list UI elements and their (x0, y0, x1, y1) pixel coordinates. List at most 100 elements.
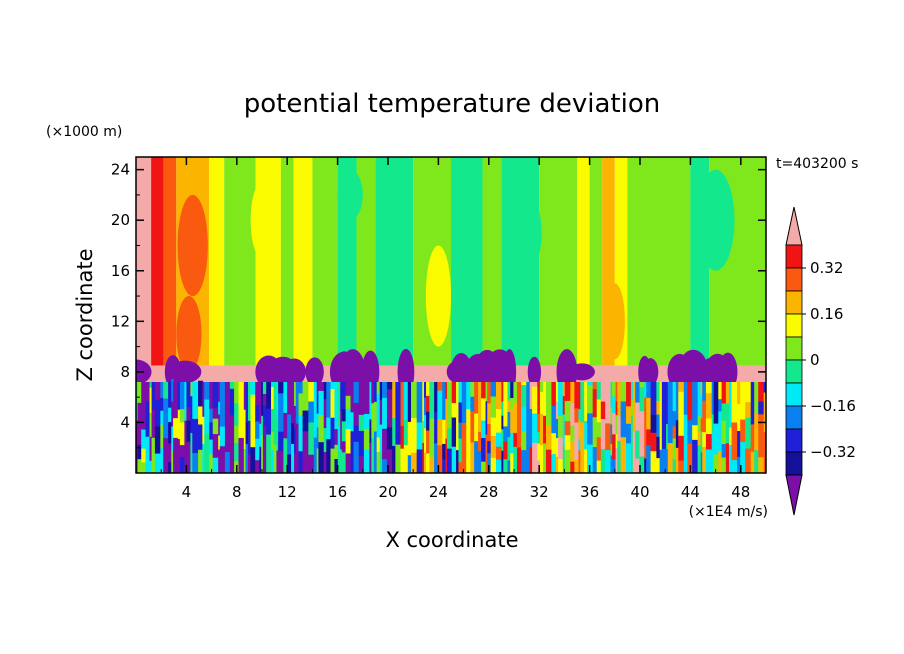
field-streak (461, 381, 467, 424)
field-streak (154, 425, 161, 454)
field-streak (721, 420, 727, 445)
field-streak (516, 446, 522, 473)
field-streak (458, 437, 463, 463)
field-streak (326, 453, 332, 473)
field-streak (692, 457, 699, 473)
field-streak (212, 433, 219, 458)
colorbar-label: −0.16 (810, 397, 856, 415)
field-streak (612, 381, 617, 397)
field-streak (501, 450, 504, 473)
field-streak (154, 452, 161, 473)
field-streak (692, 406, 699, 426)
field-streak (262, 450, 267, 473)
field-streak (291, 381, 295, 403)
field-streak (490, 381, 497, 397)
field-streak (259, 446, 262, 473)
field-streak (564, 381, 571, 401)
field-streak (564, 420, 571, 436)
field-streak (437, 418, 443, 446)
field-streak (666, 406, 669, 425)
field-streak (731, 421, 738, 443)
y-tick-label: 4 (120, 413, 130, 431)
x-tick-label: 16 (328, 483, 347, 501)
field-streak (617, 381, 622, 417)
field-streak (308, 421, 315, 437)
field-streak (261, 415, 264, 436)
field-streak (644, 426, 647, 459)
field-streak (687, 443, 693, 473)
field-streak (379, 399, 383, 425)
field-streak (672, 459, 677, 473)
field-streak (656, 436, 661, 459)
field-streak (154, 399, 161, 427)
y-axis-label: Z coordinate (73, 248, 97, 381)
field-streak (564, 434, 571, 450)
x-tick-label: 28 (479, 483, 498, 501)
field-streak (262, 381, 267, 395)
field-band (589, 157, 603, 366)
field-streak (456, 381, 460, 422)
field-streak (745, 417, 752, 449)
field-streak (392, 417, 396, 446)
field-streak (318, 414, 325, 443)
field-streak (666, 423, 669, 450)
field-streak (403, 419, 409, 446)
field-streak (154, 381, 161, 400)
field-streak (337, 425, 341, 452)
field-streak (168, 421, 172, 444)
field-streak (610, 423, 613, 444)
field-streak (596, 436, 602, 461)
field-streak (145, 400, 151, 437)
field-streak (171, 401, 174, 427)
field-streak (341, 440, 347, 453)
colorbar-box (785, 382, 803, 407)
field-streak (202, 388, 205, 417)
x-tick-label: 48 (731, 483, 750, 501)
field-streak (278, 431, 285, 451)
colorbar-label: 0.32 (810, 259, 843, 277)
field-streak (466, 433, 471, 473)
field-streak (386, 405, 393, 428)
field-streak (350, 411, 355, 432)
field-streak (451, 402, 457, 418)
field-streak (400, 448, 405, 473)
field-streak (382, 397, 388, 429)
field-streak (630, 455, 634, 473)
field-streak (411, 417, 418, 453)
field-streak (171, 425, 174, 451)
field-streak (555, 437, 559, 457)
field-streak (358, 381, 365, 415)
field-streak (395, 410, 402, 445)
field-streak (510, 408, 514, 433)
field-streak (574, 442, 580, 460)
field-streak (678, 435, 685, 461)
field-streak (713, 422, 719, 455)
field-streak (551, 381, 557, 406)
field-streak (271, 431, 275, 451)
field-streak (323, 381, 327, 400)
field-streak (218, 401, 221, 415)
field-streak (605, 422, 612, 451)
field-streak (610, 454, 613, 473)
field-streak (313, 403, 318, 438)
chart-title: potential temperature deviation (244, 89, 660, 119)
field-streak (373, 401, 378, 432)
field-streak (177, 381, 181, 410)
field-streak (656, 381, 661, 401)
field-streak (234, 425, 240, 443)
field-band (356, 157, 376, 366)
field-streak (737, 403, 741, 432)
field-band (280, 157, 294, 366)
field-streak (163, 437, 169, 456)
field-streak (555, 381, 559, 402)
field-streak (758, 381, 765, 402)
field-streak (650, 381, 657, 416)
field-streak (529, 446, 533, 473)
field-streak (644, 457, 647, 473)
field-streak (298, 414, 304, 428)
field-streak (434, 442, 438, 473)
field-streak (558, 458, 564, 473)
field-streak (271, 408, 275, 432)
field-streak (705, 448, 713, 473)
field-streak (308, 454, 315, 473)
